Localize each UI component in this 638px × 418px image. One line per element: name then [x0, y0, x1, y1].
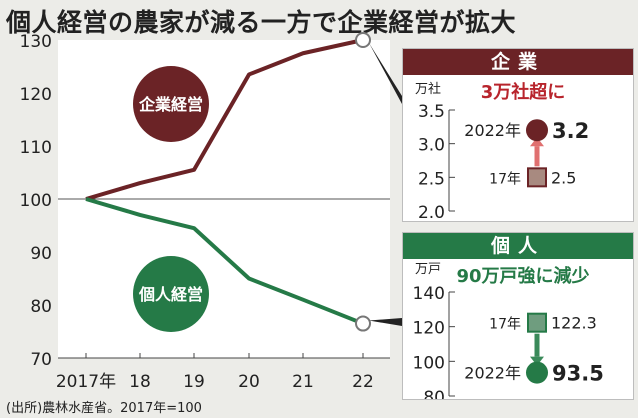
individual-point-2017-value: 122.3 [551, 314, 597, 333]
y-tick-label-6: 130 [20, 32, 52, 52]
individual-series-badge [133, 256, 209, 332]
corporate-y-tick-label-0: 3.5 [418, 102, 445, 122]
x-tick-label-1: 18 [129, 372, 151, 392]
individual-point-2017-marker [527, 312, 547, 333]
x-tick-label-0: 2017年 [56, 372, 116, 392]
individual-panel-chart: 万戸 90万戸強に減少 140 120 100 80 17年 122.3 2022年 93.5 [413, 262, 604, 399]
y-tick-label-0: 70 [30, 350, 52, 370]
corporate-point-2017-value: 2.5 [551, 168, 576, 187]
corporate-panel: 企業 万社 3万社超に 3.5 3.0 2.5 2.0 17年 2.5 2022年 3.2 [402, 48, 634, 222]
corporate-change-arrow-head [530, 137, 544, 147]
individual-series-end-marker [355, 315, 371, 332]
corporate-subtitle: 3万社超に [481, 81, 566, 103]
individual-series-line [85, 197, 364, 326]
corporate-panel-title: 企業 [403, 49, 633, 75]
individual-panel-title: 個人 [403, 233, 633, 259]
corporate-unit: 万社 [415, 81, 441, 97]
corporate-series-badge [133, 66, 209, 142]
corporate-series-end-marker [355, 32, 371, 48]
x-tick-label-3: 20 [238, 372, 260, 392]
individual-y-tick-label-0: 140 [413, 284, 445, 304]
corporate-connector [369, 43, 402, 104]
individual-panel: 個人 万戸 90万戸強に減少 140 120 100 80 17年 122.3 2022年 93.… [402, 232, 634, 400]
y-tick-label-1: 80 [30, 297, 52, 317]
x-tick-label-4: 21 [292, 372, 314, 392]
corporate-point-2017-label: 17年 [489, 171, 521, 187]
corporate-point-2022-value: 3.2 [552, 119, 589, 143]
corporate-point-2022-label: 2022年 [464, 121, 521, 140]
corporate-y-tick-label-2: 2.5 [418, 169, 445, 189]
y-tick-label-5: 120 [20, 85, 52, 105]
source-note: (出所)農林水産省。2017年=100 [6, 401, 202, 416]
individual-y-tick-label-3: 80 [423, 388, 445, 399]
individual-point-2017-label: 17年 [489, 317, 521, 333]
individual-change-arrow-head [530, 356, 544, 366]
corporate-point-2022-marker [526, 119, 548, 142]
corporate-series-line [85, 38, 364, 201]
individual-unit: 万戸 [415, 262, 441, 277]
corporate-panel-chart: 万社 3万社超に 3.5 3.0 2.5 2.0 17年 2.5 2022年 3.2 [415, 81, 589, 221]
individual-y-tick-label-2: 100 [413, 353, 445, 373]
x-tick-label-5: 22 [352, 372, 374, 392]
corporate-point-2017-marker [527, 167, 547, 188]
individual-connector [369, 318, 402, 326]
corporate-series-label: 企業経営 [138, 95, 203, 114]
x-tick-label-2: 19 [183, 372, 205, 392]
individual-point-2022-marker [526, 361, 548, 384]
corporate-y-tick-label-1: 3.0 [418, 136, 445, 156]
individual-point-2022-value: 93.5 [552, 362, 604, 386]
y-tick-label-4: 110 [20, 138, 52, 158]
corporate-y-tick-label-3: 2.0 [418, 203, 445, 221]
individual-series-label: 個人経営 [138, 285, 203, 304]
chart-title: 個人経営の農家が減る一方で企業経営が拡大 [6, 8, 517, 37]
y-tick-label-2: 90 [30, 244, 52, 264]
individual-y-tick-label-1: 120 [413, 319, 445, 339]
individual-subtitle: 90万戸強に減少 [456, 265, 589, 287]
individual-point-2022-label: 2022年 [464, 364, 521, 383]
y-tick-label-3: 100 [20, 191, 52, 211]
